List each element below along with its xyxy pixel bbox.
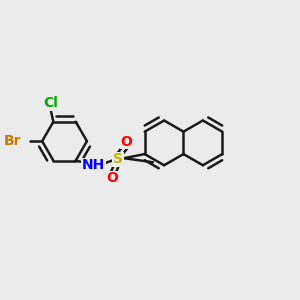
Text: Br: Br — [4, 134, 22, 148]
Text: Cl: Cl — [44, 96, 59, 110]
Text: NH: NH — [82, 158, 105, 172]
Text: O: O — [121, 135, 132, 149]
Text: S: S — [113, 152, 123, 167]
Text: O: O — [106, 171, 118, 185]
